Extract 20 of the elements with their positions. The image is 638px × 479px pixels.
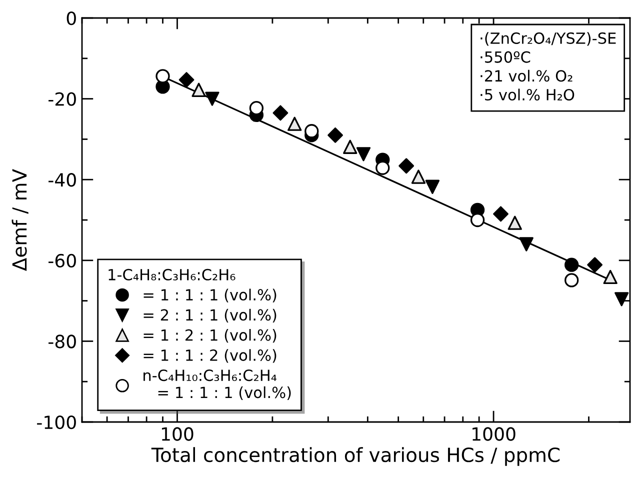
annotation: ·(ZnCr₂O₄/YSZ)-SE — [480, 32, 616, 46]
y-axis-title: Δemf / mV — [12, 169, 28, 271]
legend-title: 1-C₄H₈:C₃H₆:C₂H₆ — [108, 268, 236, 280]
y-tick-label: -80 — [48, 334, 76, 348]
x-axis-title: Total concentration of various HCs / ppmC — [151, 447, 560, 466]
legend-label: = 1 : 1 : 1 (vol.%) — [144, 288, 276, 302]
legend-label: = 1 : 1 : 2 (vol.%) — [144, 349, 276, 363]
x-tick-label: 100 — [162, 427, 194, 441]
y-tick-label: -40 — [48, 173, 76, 187]
annotation: ·550ºC — [480, 51, 530, 63]
x-tick-label: 1000 — [472, 427, 516, 441]
annotation: ·5 vol.% H₂O — [480, 88, 574, 101]
y-tick-label: -100 — [37, 415, 76, 430]
legend-label: n-C₄H₁₀:C₃H₆:C₂H₄ = 1 : 1 : 1 (vol.%) — [144, 370, 291, 400]
legend-label: = 1 : 2 : 1 (vol.%) — [144, 328, 276, 343]
annotation: ·21 vol.% O₂ — [480, 70, 572, 82]
legend-label: = 2 : 1 : 1 (vol.%) — [144, 308, 276, 322]
y-tick-label: 0 — [66, 11, 76, 26]
y-tick-label: -20 — [48, 92, 76, 106]
y-tick-label: -60 — [48, 254, 76, 268]
